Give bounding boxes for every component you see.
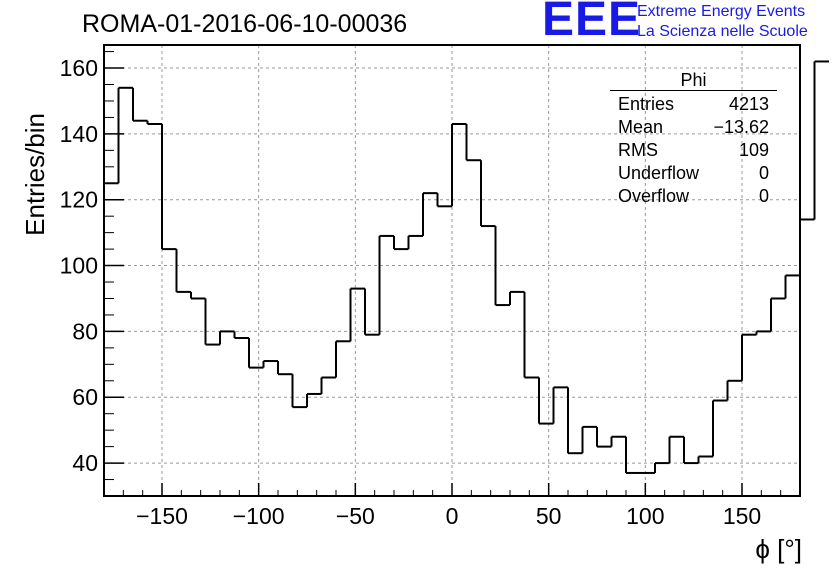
stats-label: Mean	[618, 117, 664, 137]
chart-title: ROMA-01-2016-06-10-00036	[82, 10, 408, 38]
stats-row: RMS 109	[610, 139, 777, 162]
stats-box: Phi Entries 4213 Mean −13.62 RMS 109 Underf…	[610, 70, 777, 208]
logo-line-1: Extreme Energy Events	[637, 3, 806, 20]
y-tick-label: 120	[60, 187, 98, 213]
stats-label: Entries	[618, 94, 675, 114]
y-tick-label: 100	[60, 253, 98, 279]
y-axis-label: Entries/bin	[20, 113, 50, 236]
stats-title: Phi	[610, 70, 777, 91]
stats-row: Underflow 0	[610, 162, 777, 185]
y-tick-label: 40	[72, 450, 98, 476]
stats-row: Entries 4213	[610, 93, 777, 116]
y-tick-label: 160	[60, 55, 98, 81]
histogram-bars	[104, 60, 829, 474]
stats-label: Underflow	[618, 163, 700, 183]
x-tick-label: −50	[336, 503, 375, 529]
stats-value: −13.62	[713, 117, 769, 137]
x-tick-label: 150	[723, 503, 761, 529]
x-tick-label: 50	[536, 503, 562, 529]
stats-label: Overflow	[618, 186, 690, 206]
tick-labels: −150 −100 −50 0 50 100 150 40 60 80 100 120 140 160	[60, 55, 762, 529]
stats-value: 0	[758, 163, 769, 183]
axis-ticks	[104, 51, 782, 496]
stats-label: RMS	[618, 140, 658, 160]
x-axis-label: ϕ [°]	[755, 534, 802, 564]
stats-value: 4213	[728, 94, 769, 114]
stats-value: 0	[758, 186, 769, 206]
x-tick-label: −150	[136, 503, 188, 529]
x-tick-label: 0	[446, 503, 459, 529]
stats-row: Overflow 0	[610, 185, 777, 208]
logo-line-2: La Scienza nelle Scuole	[637, 23, 808, 40]
y-tick-label: 80	[72, 318, 98, 344]
stats-value: 109	[738, 140, 769, 160]
eee-logo: EEE	[542, 0, 642, 46]
y-tick-label: 140	[60, 121, 98, 147]
x-tick-label: 100	[626, 503, 664, 529]
y-tick-label: 60	[72, 384, 98, 410]
stats-row: Mean −13.62	[610, 116, 777, 139]
logo-caption: Extreme Energy Events La Scienza nelle S…	[637, 2, 808, 42]
x-tick-label: −100	[233, 503, 285, 529]
